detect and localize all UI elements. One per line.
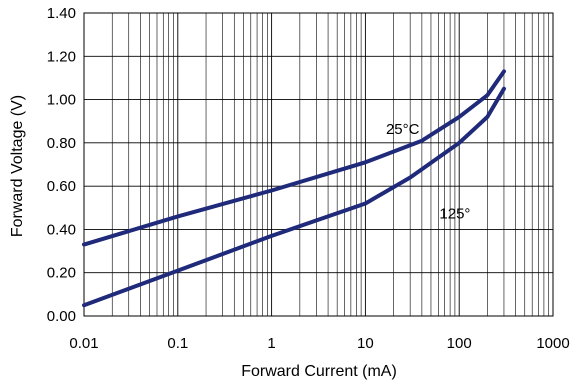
y-axis-title: Forward Voltage (V)	[9, 95, 26, 237]
series-annotation: 125°	[439, 206, 470, 223]
x-tick-label: 10	[357, 335, 374, 352]
x-axis-title: Forward Current (mA)	[241, 363, 397, 380]
y-tick-label: 1.00	[47, 92, 76, 109]
series-line-25c	[82, 69, 506, 247]
y-tick-label: 0.40	[47, 221, 76, 238]
y-tick-label: 1.40	[47, 5, 76, 22]
series-group	[82, 69, 506, 308]
x-tick-label: 100	[447, 335, 472, 352]
y-tick-label: 0.80	[47, 135, 76, 152]
x-tick-label: 0.1	[167, 335, 188, 352]
x-tick-label: 0.01	[69, 335, 98, 352]
y-tick-label: 0.60	[47, 178, 76, 195]
grid	[83, 12, 554, 317]
series-annotation: 25°C	[386, 121, 420, 138]
annotations: 25°C 125°	[386, 121, 470, 222]
y-tick-label: 1.20	[47, 48, 76, 65]
y-tick-label: 0.00	[47, 308, 76, 325]
series-line-125c	[82, 86, 506, 308]
tick-labels: 0.01 0.1 1 10 100 1000 0.00 0.20 0.40 0.60 0.80 1.0…	[47, 5, 570, 352]
x-tick-label: 1	[267, 335, 275, 352]
x-tick-label: 1000	[536, 335, 569, 352]
plot-frame	[83, 12, 554, 317]
y-tick-label: 0.20	[47, 265, 76, 282]
